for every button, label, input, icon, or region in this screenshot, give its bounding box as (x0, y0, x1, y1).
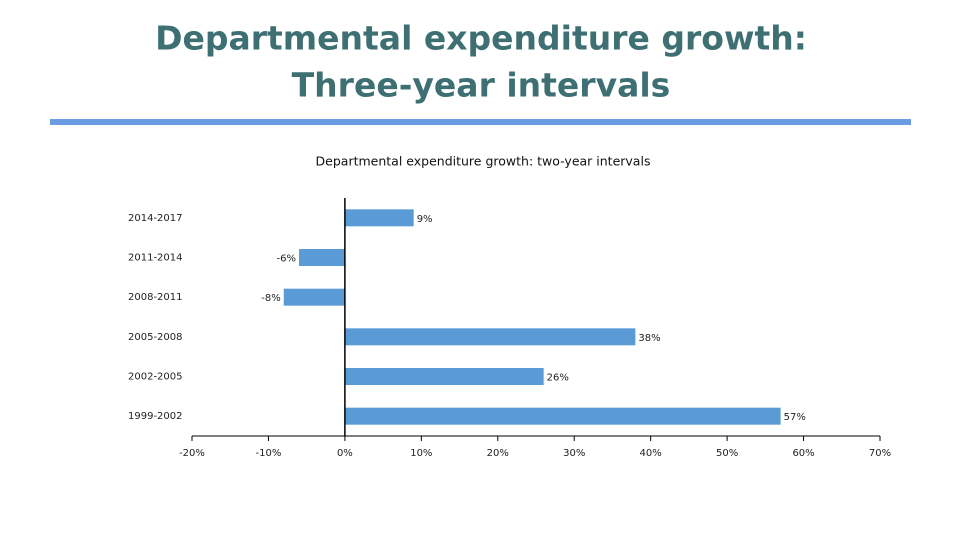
x-tick-label: -20% (179, 448, 205, 459)
x-tick-label: -10% (256, 448, 282, 459)
chart-title: Departmental expenditure growth: two-yea… (316, 154, 651, 169)
title-rule (50, 119, 911, 125)
x-tick-label: 40% (640, 448, 662, 459)
y-tick-label: 2014-2017 (128, 213, 183, 224)
x-tick-label: 70% (869, 448, 891, 459)
y-tick-label: 2002-2005 (128, 372, 183, 383)
bar (283, 288, 345, 306)
y-tick-label: 1999-2002 (128, 411, 183, 422)
value-label: -8% (261, 293, 280, 304)
value-label: -6% (277, 254, 296, 265)
x-tick-label: 30% (563, 448, 585, 459)
y-tick-label: 2005-2008 (128, 332, 183, 343)
x-tick-label: 60% (792, 448, 814, 459)
value-label: 26% (547, 373, 569, 384)
x-tick-label: 50% (716, 448, 738, 459)
bar (344, 407, 781, 425)
value-label: 9% (417, 214, 433, 225)
bar (344, 328, 636, 346)
value-label: 38% (638, 333, 660, 344)
x-tick-label: 10% (410, 448, 432, 459)
bar (344, 368, 544, 385)
slide-title: Three-year intervals (292, 66, 671, 105)
bar (344, 209, 414, 227)
y-tick-label: 2008-2011 (128, 292, 183, 303)
x-tick-label: 0% (337, 448, 353, 459)
slide-title: Departmental expenditure growth: (155, 19, 807, 58)
value-label: 57% (784, 412, 806, 423)
y-tick-label: 2011-2014 (128, 253, 183, 264)
bar (299, 249, 345, 266)
x-tick-label: 20% (487, 448, 509, 459)
